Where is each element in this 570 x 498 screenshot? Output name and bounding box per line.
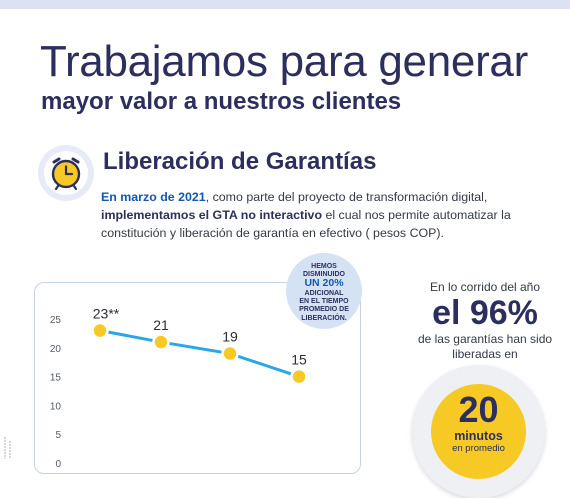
- reduction-bubble: HEMOS DISMINUIDO UN 20% ADICIONAL EN EL …: [286, 253, 362, 329]
- section-title: Liberación de Garantías: [103, 148, 377, 175]
- desc-bold: implementamos el GTA no interactivo: [101, 208, 323, 222]
- side-note-vertical: [1, 435, 15, 460]
- year-summary: En lo corrido del año el 96% de las gara…: [400, 280, 570, 362]
- data-label: 19: [222, 329, 238, 345]
- y-tick-label: 25: [50, 315, 62, 326]
- bubble-line-1: HEMOS DISMINUIDO: [303, 263, 345, 279]
- data-point: [290, 367, 308, 386]
- data-label: 21: [153, 317, 169, 333]
- data-label: 15: [291, 352, 307, 368]
- series-line: [98, 329, 301, 379]
- desc-highlight: En marzo de 2021: [101, 190, 206, 204]
- y-tick-label: 10: [50, 401, 62, 412]
- year-summary-intro: En lo corrido del año: [429, 280, 541, 294]
- line-chart: 25 20 15 10 5 0 23** 21 19 15: [50, 306, 308, 470]
- alarm-clock-icon: [38, 145, 94, 201]
- year-summary-percent: el 96%: [432, 294, 538, 332]
- chart-panel: 25 20 15 10 5 0 23** 21 19 15: [34, 282, 361, 474]
- section-description: En marzo de 2021, como parte del proyect…: [101, 188, 541, 242]
- headline-line-2: mayor valor a nuestros clientes: [41, 88, 402, 115]
- minutes-badge: 20 minutos en promedio: [412, 365, 545, 498]
- year-summary-text: de las garantías han sido liberadas en: [417, 332, 553, 361]
- headline-line-1: Trabajamos para generar: [40, 37, 528, 86]
- data-point: [221, 344, 239, 363]
- data-point: [152, 333, 170, 351]
- data-label: 23**: [93, 306, 120, 322]
- minutes-word: minutos: [454, 429, 503, 443]
- data-point: [91, 321, 109, 340]
- desc-part-1: , como parte del proyecto de transformac…: [205, 190, 488, 204]
- top-band: [0, 0, 570, 9]
- y-tick-label: 0: [55, 459, 61, 470]
- desc-part-2: el cual nos permite automatizar la const…: [101, 208, 511, 240]
- bubble-line-3: ADICIONAL EN EL TIEMPO PROMEDIO DE LIBER…: [299, 290, 349, 322]
- y-tick-label: 20: [50, 344, 62, 355]
- minutes-number: 20: [458, 389, 499, 430]
- y-tick-label: 5: [55, 430, 61, 441]
- bubble-highlight: UN 20%: [304, 277, 344, 289]
- minutes-sub: en promedio: [452, 443, 505, 454]
- y-tick-label: 15: [50, 373, 62, 384]
